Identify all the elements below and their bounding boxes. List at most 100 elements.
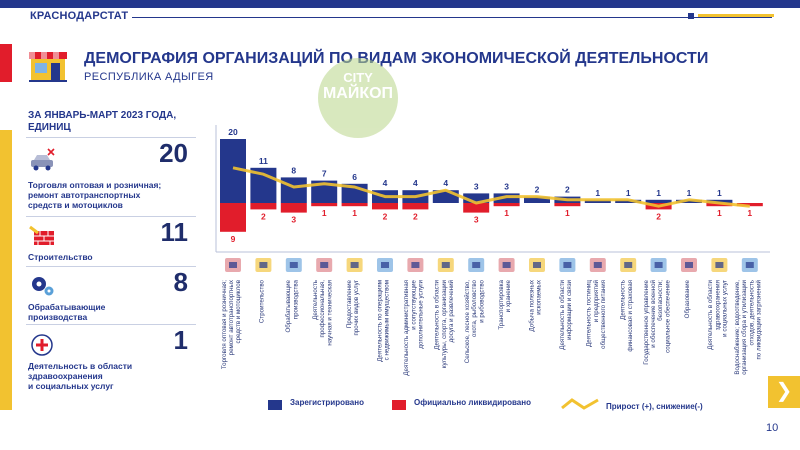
data-label-registered: 6 [352, 172, 357, 182]
category-label: Деятельность административная [403, 280, 410, 376]
header-divider [132, 17, 772, 18]
period-label: ЗА ЯНВАРЬ-МАРТ 2023 ГОДА, ЕДИНИЦ [28, 110, 176, 134]
data-label-liquidated: 1 [322, 208, 327, 218]
data-label-registered: 1 [687, 188, 692, 198]
data-label-liquidated: 3 [291, 215, 296, 225]
summary-card-construction: 11 Строительство [26, 216, 196, 264]
medical-icon [31, 334, 53, 356]
car-repair-icon-glyph [229, 262, 237, 268]
category-label: Обрабатывающие [285, 279, 292, 332]
data-label-registered: 3 [474, 181, 479, 191]
bar-liquidated [250, 203, 277, 210]
shop-icon [29, 52, 67, 82]
category-label: и социальных услуг [722, 279, 729, 337]
category-label: Деятельность гостиниц [586, 280, 593, 347]
bar-liquidated [554, 203, 581, 207]
money-icon-glyph [624, 262, 633, 268]
category-label: отходов, деятельность [748, 280, 755, 346]
data-label-liquidated: 1 [717, 208, 722, 218]
category-label: ремонт автотранспортных [228, 279, 235, 355]
computer-icon-glyph [563, 262, 572, 268]
data-label-liquidated: 9 [231, 234, 236, 244]
bar-liquidated [706, 203, 733, 207]
water-tap-icon-glyph [745, 262, 754, 268]
category-label: научная и техническая [326, 280, 333, 346]
category-label: производства [292, 279, 299, 319]
category-label: и рыбоводство [478, 279, 485, 322]
car-repair-icon [31, 148, 55, 171]
data-label-registered: 7 [322, 169, 327, 179]
tractor-tools-icon-glyph [472, 262, 481, 268]
data-label-registered: 11 [259, 156, 268, 166]
mining-icon-glyph [533, 262, 541, 268]
data-label-registered: 1 [595, 188, 600, 198]
legend-liquidated: Официально ликвидировано [414, 398, 531, 407]
data-label-liquidated: 3 [474, 215, 479, 225]
summary-card-health: 1 Деятельность в области здравоохранения… [26, 324, 196, 391]
data-label-registered: 1 [626, 188, 631, 198]
data-label-registered: 4 [443, 178, 448, 188]
category-label: досуга и развлечений [448, 279, 455, 342]
medical-icon-glyph [715, 262, 724, 268]
summary-card-manufacturing: 8 Обрабатывающие производства [26, 266, 196, 322]
watermark-logo: CITY МАЙКОП [318, 58, 398, 138]
data-label-registered: 3 [504, 181, 509, 191]
next-slide-button[interactable]: ❯ [768, 376, 800, 408]
card-label-line: ремонт автотранспортных [28, 190, 141, 200]
header-dot [688, 13, 694, 19]
card-label: Обрабатывающие производства [28, 302, 188, 322]
category-label: охота, рыболовство [471, 279, 478, 337]
category-label: Деятельность в области [434, 279, 441, 349]
bar-liquidated [220, 203, 246, 232]
bar-liquidated [493, 203, 520, 207]
category-label: и обеспечение военной [650, 279, 657, 347]
card-label-line: и социальных услуг [28, 381, 114, 391]
category-label: Торговля оптовая и розничная; [221, 280, 228, 369]
category-label: Деятельность по операциям [376, 280, 383, 362]
data-label-registered: 20 [228, 127, 238, 137]
category-label: по ликвидации загрязнений [756, 279, 763, 359]
card-value: 11 [160, 217, 189, 247]
bar-registered [676, 199, 702, 203]
page-title: ДЕМОГРАФИЯ ОРГАНИЗАЦИЙ ПО ВИДАМ ЭКОНОМИЧ… [84, 50, 709, 67]
bar-registered [645, 199, 672, 203]
period-line: ЗА ЯНВАРЬ-МАРТ 2023 ГОДА, [28, 110, 177, 121]
data-label-registered: 2 [565, 185, 570, 195]
data-label-registered: 1 [717, 188, 722, 198]
bar-liquidated [311, 203, 338, 207]
bricks-icon [29, 225, 54, 245]
tank-icon-glyph [654, 262, 663, 268]
category-label: профессиональная, [319, 280, 326, 338]
bar-registered [615, 199, 642, 203]
category-label: здравоохранения [714, 280, 721, 330]
card-label-line: Строительство [28, 252, 93, 262]
bar-registered [584, 199, 611, 203]
category-label: Сельское, лесное хозяйство, [464, 280, 471, 364]
service-person-icon-glyph [350, 262, 359, 268]
data-label-registered: 8 [291, 165, 296, 175]
category-label: социальное обеспечение [664, 279, 671, 352]
card-label-line: производства [28, 312, 88, 322]
category-label: общественного питания [600, 280, 607, 349]
data-label-registered: 4 [383, 178, 388, 188]
header-accent-line [698, 14, 774, 17]
card-label: Деятельность в области здравоохранения и… [28, 361, 188, 391]
office-building-icon-glyph [411, 262, 420, 268]
category-label: безопасности; [657, 280, 664, 321]
bar-registered [493, 193, 520, 203]
category-label: Деятельность в области [707, 279, 714, 349]
data-label-liquidated: 2 [261, 211, 266, 221]
graduation-cap-icon-glyph [685, 262, 693, 268]
gears-icon [32, 277, 54, 296]
legend-growth: Прирост (+), снижение(-) [606, 402, 703, 411]
card-value: 8 [173, 267, 188, 297]
category-label: с недвижимым имуществом [384, 280, 391, 360]
category-label: финансовая и страховая [627, 280, 634, 352]
bar-registered [311, 180, 338, 203]
bar-liquidated [372, 203, 398, 210]
region-label: КРАСНОДАРСТАТ [30, 10, 129, 22]
category-label: Деятельность [312, 280, 319, 320]
card-value: 20 [159, 138, 188, 168]
category-label: и предприятий [593, 279, 600, 322]
card-label-line: средств и мотоциклов [28, 200, 123, 210]
